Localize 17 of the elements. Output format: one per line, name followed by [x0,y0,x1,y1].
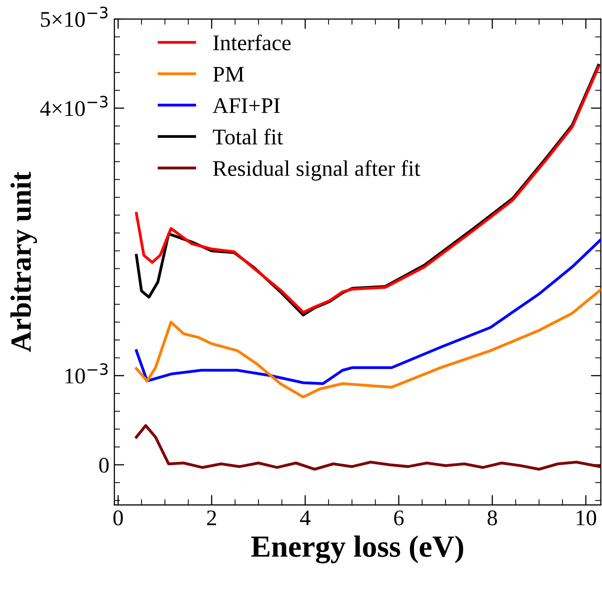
legend-label: Interface [213,34,291,50]
y-axis-title: Arbitrary unit [10,172,37,352]
legend-label: Total fit [212,128,283,145]
x-tick-label: 0 [113,510,123,526]
x-tick-label: 8 [488,510,497,526]
y-tick-label: 0 [99,458,109,473]
y-tick-label: 4×10$^{−3}$ [40,96,108,116]
legend-label: Residual signal after fit [213,160,420,181]
y-tick-label: 10$^{−3}$ [65,363,108,384]
x-tick-label: 6 [394,510,404,526]
x-tick-label: 2 [207,510,216,526]
legend-label: AFI+PI [212,98,280,113]
x-tick-label: 10 [576,510,596,526]
x-tick-label: 4 [300,510,310,526]
x-axis-title: Energy loss (eV) [251,535,464,564]
y-tick-label: 5×10$^{−3}$ [41,6,108,27]
legend-label: PM [213,66,244,82]
